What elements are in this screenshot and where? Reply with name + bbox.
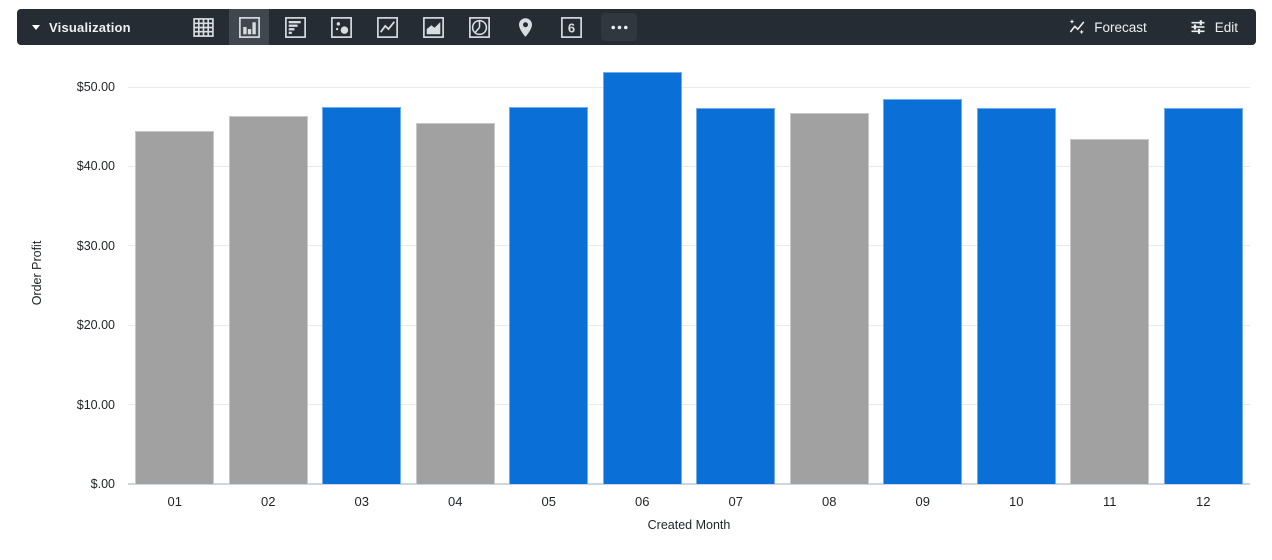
x-axis-baseline <box>128 483 1250 485</box>
bar-slot <box>689 60 783 484</box>
y-tick-label: $50.00 <box>76 80 115 94</box>
column-chart-icon <box>238 16 260 38</box>
x-tick-label: 07 <box>728 494 743 509</box>
plot-area <box>128 60 1250 485</box>
scatter-plot-icon <box>330 16 352 38</box>
y-tick-label: $10.00 <box>76 397 115 412</box>
x-tick-label: 03 <box>354 494 369 509</box>
map-pin-icon <box>518 17 532 37</box>
toolbar-right-actions: Forecast Edit <box>1068 9 1256 45</box>
viz-type-line-button[interactable] <box>367 9 407 45</box>
area-chart-icon <box>422 16 444 38</box>
forecast-label: Forecast <box>1094 19 1147 35</box>
bar-month-01[interactable] <box>135 130 215 484</box>
x-tick-label: 11 <box>1103 494 1117 509</box>
visualization-dropdown[interactable]: Visualization <box>17 9 131 45</box>
y-tick-label: $30.00 <box>76 238 115 253</box>
bar-slot <box>1063 60 1157 484</box>
viz-type-bar-button[interactable] <box>275 9 315 45</box>
single-value-glyph: 6 <box>567 20 574 35</box>
viz-type-table-button[interactable] <box>183 9 223 45</box>
viz-type-icon-row: 6 <box>183 9 643 45</box>
bar-month-08[interactable] <box>789 113 869 484</box>
forecast-button[interactable]: Forecast <box>1068 18 1147 36</box>
y-tick-label: $40.00 <box>76 159 115 174</box>
bar-month-10[interactable] <box>976 108 1056 484</box>
gridline <box>128 86 1250 88</box>
bar-slot <box>783 60 877 484</box>
visualization-label: Visualization <box>49 19 131 35</box>
bar-month-04[interactable] <box>415 122 495 484</box>
y-tick-label: $.00 <box>90 477 115 491</box>
x-tick-label: 02 <box>261 494 276 509</box>
viz-type-single-value-button[interactable]: 6 <box>551 9 591 45</box>
gridline <box>128 404 1250 406</box>
ellipsis-icon <box>610 25 628 29</box>
bar-month-02[interactable] <box>228 115 308 484</box>
viz-type-column-button[interactable] <box>229 9 269 45</box>
bars-container <box>128 60 1250 484</box>
x-tick-label: 10 <box>1009 494 1024 509</box>
bar-chart-icon <box>284 16 306 38</box>
bar-slot <box>222 60 316 484</box>
x-tick-label: 12 <box>1196 494 1211 509</box>
bar-month-12[interactable] <box>1163 108 1243 484</box>
x-tick-label: 04 <box>448 494 463 509</box>
viz-type-map-button[interactable] <box>505 9 545 45</box>
more-viz-types-button[interactable] <box>601 13 637 41</box>
x-tick-label: 06 <box>635 494 650 509</box>
bar-slot <box>1157 60 1251 484</box>
line-chart-icon <box>376 16 398 38</box>
bar-slot <box>315 60 409 484</box>
bar-slot <box>409 60 503 484</box>
chevron-down-icon <box>32 24 40 30</box>
viz-type-pie-button[interactable] <box>459 9 499 45</box>
forecast-icon <box>1069 19 1085 35</box>
bar-month-05[interactable] <box>509 106 589 484</box>
bar-month-11[interactable] <box>1070 138 1150 484</box>
x-axis-labels: 01 02 03 04 05 06 07 08 09 10 11 12 <box>128 494 1250 509</box>
y-tick-label: $20.00 <box>76 318 115 333</box>
bar-slot <box>876 60 970 484</box>
bar-month-03[interactable] <box>322 106 402 484</box>
bar-slot <box>128 60 222 484</box>
bar-month-07[interactable] <box>696 108 776 484</box>
edit-button[interactable]: Edit <box>1189 18 1238 36</box>
viz-type-scatter-button[interactable] <box>321 9 361 45</box>
x-tick-label: 05 <box>541 494 556 509</box>
x-tick-label: 09 <box>915 494 930 509</box>
pie-chart-icon <box>468 16 490 38</box>
bar-slot <box>596 60 690 484</box>
single-value-icon: 6 <box>560 16 582 38</box>
bar-slot <box>970 60 1064 484</box>
gridline <box>128 165 1250 167</box>
gridline <box>128 245 1250 247</box>
edit-label: Edit <box>1214 19 1238 35</box>
y-axis-labels: $.00 $10.00 $20.00 $30.00 $40.00 $50.00 <box>30 60 115 491</box>
bar-month-09[interactable] <box>883 98 963 484</box>
bar-slot <box>502 60 596 484</box>
bar-month-06[interactable] <box>602 71 682 484</box>
x-tick-label: 01 <box>167 494 182 509</box>
gridline <box>128 324 1250 326</box>
edit-settings-icon <box>1191 20 1205 34</box>
viz-type-area-button[interactable] <box>413 9 453 45</box>
x-tick-label: 08 <box>822 494 837 509</box>
table-icon <box>192 17 214 37</box>
visualization-toolbar: Visualization <box>17 9 1256 45</box>
x-axis-title: Created Month <box>647 518 731 532</box>
